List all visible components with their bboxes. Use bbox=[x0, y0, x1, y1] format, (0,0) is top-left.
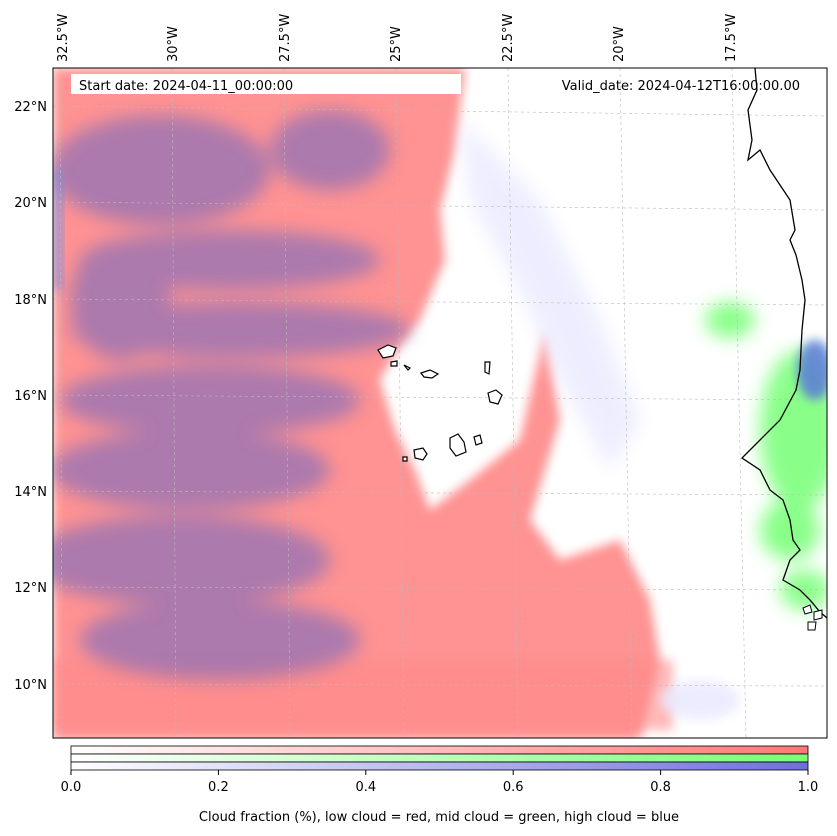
colorbar-label: Cloud fraction (%), low cloud = red, mid… bbox=[199, 810, 679, 825]
gridlines bbox=[53, 68, 827, 738]
map-panel: Start date: 2024-04-11_00:00:00 Valid_da… bbox=[52, 67, 828, 739]
lon-label-20w: 20°W bbox=[612, 26, 627, 62]
longitude-labels: 32.5°W 30°W 27.5°W 25°W 22.5°W 20°W 17.5… bbox=[56, 14, 739, 62]
lat-label-18n: 18°N bbox=[14, 293, 47, 308]
cloud-field bbox=[53, 68, 827, 738]
colorbar-tick-0: 0.0 bbox=[61, 780, 82, 795]
lat-label-20n: 20°N bbox=[14, 196, 47, 211]
latitude-labels: 22°N 20°N 18°N 16°N 14°N 12°N 10°N bbox=[14, 100, 47, 693]
high-cloud-streak bbox=[460, 120, 640, 470]
lat-label-10n: 10°N bbox=[14, 678, 47, 693]
lon-label-25w: 25°W bbox=[389, 26, 404, 62]
lat-label-22n: 22°N bbox=[14, 100, 47, 115]
start-date-label: Start date: 2024-04-11_00:00:00 bbox=[79, 79, 293, 94]
lat-label-12n: 12°N bbox=[14, 581, 47, 596]
lon-label-17-5w: 17.5°W bbox=[724, 14, 739, 62]
high-cloud-south-patch bbox=[660, 680, 740, 720]
high-cloud-patches bbox=[53, 110, 410, 680]
lon-label-22-5w: 22.5°W bbox=[501, 14, 516, 62]
cape-verde-islands bbox=[377, 344, 503, 462]
lat-label-16n: 16°N bbox=[14, 389, 47, 404]
valid-date-label: Valid_date: 2024-04-12T16:00:00.00 bbox=[562, 79, 800, 94]
lon-label-32-5w: 32.5°W bbox=[56, 14, 71, 62]
colorbar-low-cloud bbox=[70, 745, 809, 755]
colorbar: 0.0 0.2 0.4 0.6 0.8 1.0 Cloud fraction (… bbox=[61, 745, 819, 825]
bijagos-islands bbox=[802, 604, 823, 631]
high-cloud-coastal-patch bbox=[797, 340, 827, 400]
colorbar-tick-0-8: 0.8 bbox=[650, 780, 671, 795]
lon-label-30w: 30°W bbox=[166, 26, 181, 62]
high-cloud-west-edge bbox=[53, 170, 63, 290]
africa-coastline bbox=[740, 68, 827, 619]
colorbar-high-cloud bbox=[70, 761, 809, 771]
lon-label-27-5w: 27.5°W bbox=[278, 14, 293, 62]
colorbar-tick-0-2: 0.2 bbox=[208, 780, 229, 795]
lat-label-14n: 14°N bbox=[14, 485, 47, 500]
colorbar-tick-0-6: 0.6 bbox=[503, 780, 524, 795]
colorbar-tick-1: 1.0 bbox=[798, 780, 819, 795]
colorbar-ticks bbox=[70, 770, 809, 775]
start-date-box bbox=[71, 74, 461, 94]
colorbar-tick-0-4: 0.4 bbox=[355, 780, 376, 795]
colorbar-mid-cloud bbox=[70, 753, 809, 763]
map-frame bbox=[52, 67, 828, 739]
